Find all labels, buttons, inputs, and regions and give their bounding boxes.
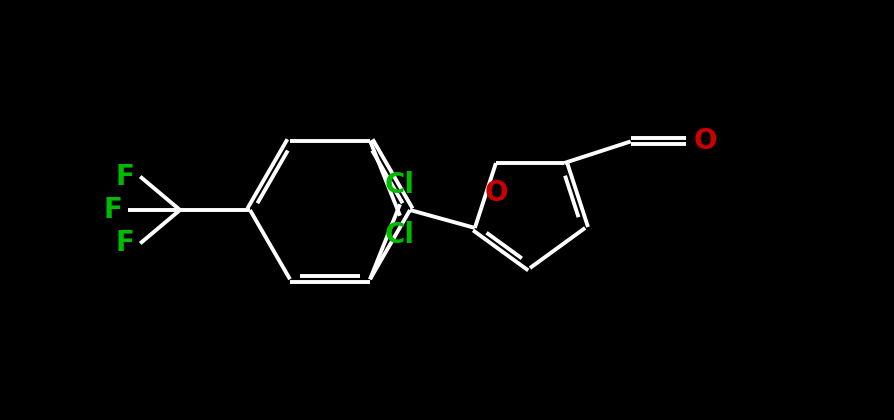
Text: F: F: [115, 163, 134, 191]
Text: F: F: [115, 229, 134, 257]
Text: O: O: [485, 179, 508, 207]
Text: F: F: [103, 196, 122, 224]
Text: Cl: Cl: [385, 221, 415, 249]
Text: O: O: [694, 127, 717, 155]
Text: Cl: Cl: [385, 171, 415, 199]
